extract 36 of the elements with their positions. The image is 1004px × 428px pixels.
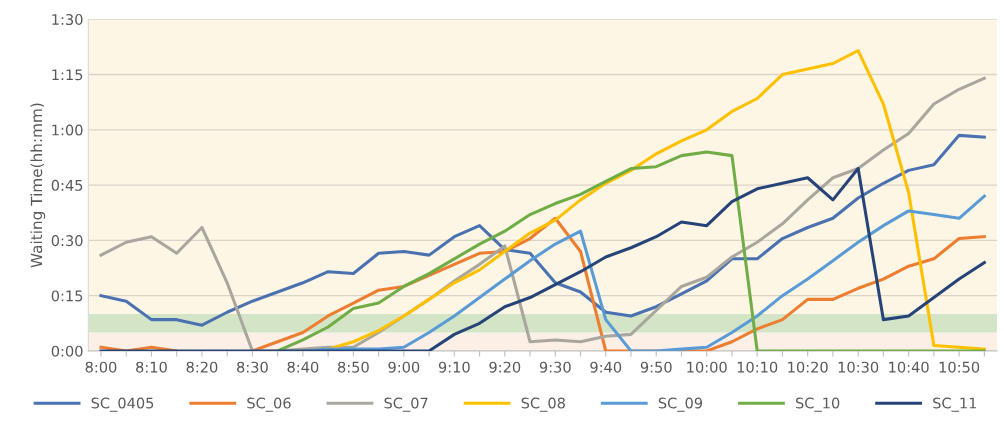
- x-tick-label: 9:20: [489, 361, 521, 373]
- line-series: [99, 133, 986, 327]
- line-series: [99, 166, 986, 351]
- x-tick-label: 8:00: [85, 361, 117, 373]
- x-tick-label: 10:40: [889, 361, 929, 373]
- x-tick-label: 10:50: [939, 361, 980, 373]
- y-tick-label: 1:15: [52, 69, 83, 81]
- x-tick-label: 10:00: [687, 361, 727, 373]
- legend-label: SC_08: [521, 397, 565, 412]
- y-tick-label: 0:00: [51, 345, 83, 357]
- x-tick-label: 10:20: [788, 361, 828, 373]
- y-tick-label: 0:30: [51, 235, 83, 247]
- x-tick-label: 8:10: [136, 361, 167, 373]
- legend-label: SC_07: [384, 397, 428, 412]
- legend-label: SC_06: [247, 397, 291, 412]
- legend-label: SC_0405: [91, 397, 154, 412]
- y-tick-label: 1:30: [52, 13, 83, 26]
- legend-label: SC_10: [795, 397, 840, 412]
- x-tick-label: 8:30: [237, 361, 268, 373]
- x-tick-label: 8:40: [287, 361, 319, 373]
- x-tick-label: 10:30: [838, 361, 879, 373]
- y-tick-label: 1:00: [52, 124, 83, 136]
- line-series: [276, 150, 986, 351]
- x-tick-label: 10:10: [737, 361, 778, 373]
- x-tick-label: 9:00: [388, 361, 420, 373]
- x-tick-label: 9:40: [590, 361, 622, 373]
- legend-label: SC_09: [658, 397, 703, 412]
- y-tick-label: 0:45: [51, 179, 83, 191]
- y-tick-label: 0:15: [51, 290, 83, 302]
- legend-label: SC_11: [933, 397, 977, 412]
- x-tick-label: 9:10: [438, 361, 470, 373]
- x-tick-label: 8:20: [186, 361, 218, 373]
- x-tick-label: 9:50: [640, 361, 672, 373]
- x-tick-label: 9:30: [539, 361, 571, 373]
- x-tick-label: 8:50: [337, 361, 369, 373]
- y-axis-title: Waiting Time(hh:mm): [30, 103, 46, 268]
